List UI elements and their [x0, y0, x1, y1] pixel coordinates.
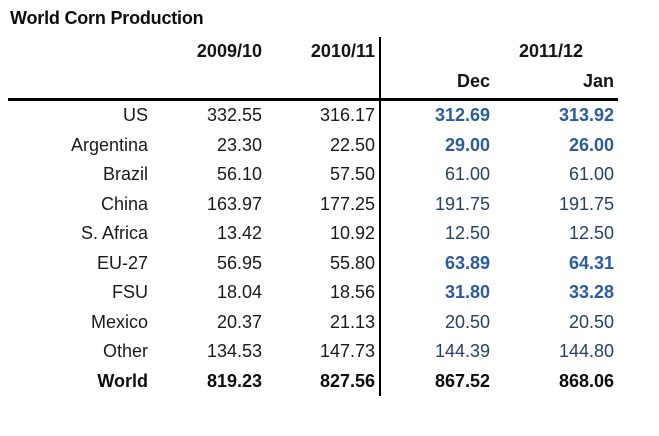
cell-2009-10: 18.04: [216, 282, 262, 303]
cell-2010-11: 827.56: [319, 370, 375, 391]
cell-2010-11: 147.73: [319, 341, 375, 362]
table-row-other: Other 134.53 147.73 144.39 144.80: [8, 337, 618, 367]
header-spacer: [8, 65, 148, 101]
cell-dec: 20.50: [379, 307, 490, 337]
cell-dec: 61.00: [379, 160, 490, 190]
cell-2009-10: 134.53: [206, 341, 262, 362]
row-label: S. Africa: [80, 223, 148, 244]
cell-jan: 64.31: [568, 252, 615, 273]
table-row-fsu: FSU 18.04 18.56 31.80 33.28: [8, 278, 618, 308]
cell-2010-11: 316.17: [319, 105, 375, 126]
corn-production-table: 2009/10 2010/11 2011/12 Dec Jan US 332.5…: [8, 37, 619, 396]
cell-2009-10: 819.23: [206, 370, 262, 391]
cell-dec: 31.80: [379, 278, 490, 308]
cell-2010-11: 21.13: [329, 311, 375, 332]
row-label: China: [100, 193, 148, 214]
cell-2010-11: 22.50: [329, 134, 375, 155]
row-label: FSU: [112, 282, 148, 303]
row-label: Brazil: [102, 164, 148, 185]
table-row-argentina: Argentina 23.30 22.50 29.00 26.00: [8, 130, 618, 160]
row-label: Mexico: [90, 311, 148, 332]
col-header-jan: Jan: [490, 65, 619, 101]
cell-2010-11: 55.80: [329, 252, 375, 273]
table-row-s-africa: S. Africa 13.42 10.92 12.50 12.50: [8, 219, 618, 249]
header-spacer: [8, 37, 148, 65]
cell-jan: 144.80: [558, 341, 615, 362]
cell-dec: 144.39: [379, 337, 490, 367]
header-spacer: [148, 65, 262, 101]
cell-dec: 867.52: [379, 366, 490, 396]
cell-2009-10: 56.95: [216, 252, 262, 273]
cell-jan: 26.00: [568, 134, 615, 155]
header-spacer: [262, 65, 380, 101]
table-row-us: US 332.55 316.17 312.69 313.92: [8, 99, 618, 131]
cell-2010-11: 177.25: [319, 193, 375, 214]
cell-2009-10: 332.55: [206, 105, 262, 126]
page-title: World Corn Production: [10, 8, 204, 28]
cell-2009-10: 56.10: [216, 164, 262, 185]
header-row-years: 2009/10 2010/11 2011/12: [8, 37, 619, 65]
col-header-dec: Dec: [379, 65, 490, 101]
col-header-2010-11: 2010/11: [310, 40, 375, 61]
cell-2010-11: 10.92: [329, 223, 375, 244]
table-row-eu-27: EU-27 56.95 55.80 63.89 64.31: [8, 248, 618, 278]
cell-jan: 313.92: [558, 105, 615, 126]
cell-dec: 312.69: [379, 99, 490, 131]
cell-2009-10: 23.30: [216, 134, 262, 155]
cell-2009-10: 163.97: [206, 193, 262, 214]
col-header-2009-10: 2009/10: [196, 40, 262, 61]
cell-jan: 191.75: [558, 193, 615, 214]
cell-dec: 12.50: [379, 219, 490, 249]
cell-2010-11: 18.56: [329, 282, 375, 303]
row-label: EU-27: [96, 252, 148, 273]
row-label: US: [122, 105, 148, 126]
table-row-brazil: Brazil 56.10 57.50 61.00 61.00: [8, 160, 618, 190]
cell-jan: 868.06: [558, 370, 615, 391]
cell-jan: 20.50: [568, 311, 615, 332]
cell-dec: 63.89: [379, 248, 490, 278]
col-header-2011-12-group: 2011/12: [378, 37, 619, 65]
cell-dec: 191.75: [379, 189, 490, 219]
cell-2009-10: 13.42: [216, 223, 262, 244]
cell-2010-11: 57.50: [329, 164, 375, 185]
table-row-world-total: World 819.23 827.56 867.52 868.06: [8, 366, 618, 396]
cell-jan: 61.00: [568, 164, 615, 185]
row-label: World: [97, 370, 148, 391]
table-row-mexico: Mexico 20.37 21.13 20.50 20.50: [8, 307, 618, 337]
row-label: Other: [102, 341, 148, 362]
cell-2009-10: 20.37: [216, 311, 262, 332]
cell-jan: 12.50: [568, 223, 615, 244]
table-row-china: China 163.97 177.25 191.75 191.75: [8, 189, 618, 219]
row-label: Argentina: [70, 134, 148, 155]
cell-dec: 29.00: [379, 130, 490, 160]
header-row-months: Dec Jan: [8, 65, 619, 101]
cell-jan: 33.28: [568, 282, 615, 303]
